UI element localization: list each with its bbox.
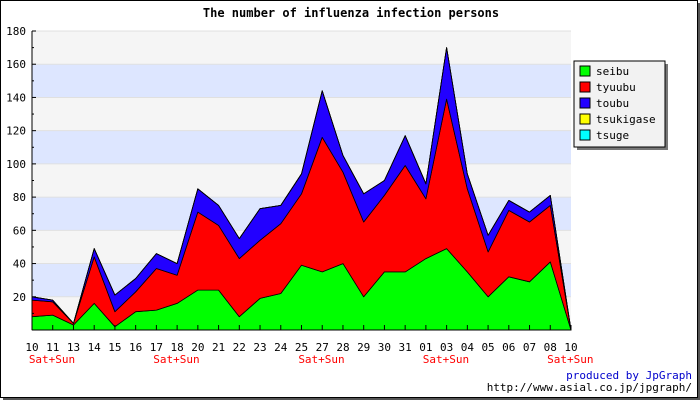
x-tick-label: 31 (399, 341, 412, 354)
x-tick-label: 05 (481, 341, 494, 354)
y-tick-label: 40 (13, 258, 26, 271)
y-tick-label: 100 (6, 158, 26, 171)
y-tick-label: 60 (13, 224, 26, 237)
x-tick-label: 11 (46, 341, 59, 354)
x-tick-label: 14 (88, 341, 102, 354)
legend-swatch-tyuubu (579, 81, 591, 93)
legend-label-tsukigase: tsukigase (596, 113, 656, 126)
x-tick-label: 15 (108, 341, 121, 354)
legend-swatch-seibu (579, 65, 591, 77)
x-tick-label: 30 (378, 341, 391, 354)
weekend-label: Sat+Sun (29, 353, 75, 366)
x-tick-label: 07 (523, 341, 536, 354)
x-tick-label: 21 (212, 341, 225, 354)
legend-label-tsuge: tsuge (596, 129, 629, 142)
x-tick-label: 06 (502, 341, 515, 354)
x-tick-label: 10 (564, 341, 577, 354)
y-tick-label: 180 (6, 25, 26, 38)
legend-label-seibu: seibu (596, 65, 629, 78)
x-tick-label: 13 (67, 341, 80, 354)
legend-swatch-tsukigase (579, 113, 591, 125)
x-tick-label: 29 (357, 341, 370, 354)
legend: seibu tyuubu toubu tsukigase tsuge (573, 60, 668, 150)
x-tick-label: 20 (191, 341, 204, 354)
jpgraph-url: http://www.asial.co.jp/jpgraph/ (487, 381, 692, 394)
legend-label-toubu: toubu (596, 97, 629, 110)
weekend-label: Sat+Sun (423, 353, 469, 366)
chart-title: The number of influenza infection person… (203, 6, 499, 20)
legend-label-tyuubu: tyuubu (596, 81, 636, 94)
x-tick-label: 25 (295, 341, 308, 354)
produced-by-text: produced by JpGraph (566, 369, 692, 382)
x-tick-label: 24 (274, 341, 288, 354)
weekend-label: Sat+Sun (298, 353, 344, 366)
weekend-label: Sat+Sun (547, 353, 593, 366)
x-tick-label: 16 (129, 341, 142, 354)
x-tick-label: 01 (419, 341, 432, 354)
x-tick-label: 03 (440, 341, 453, 354)
x-tick-label: 10 (25, 341, 38, 354)
legend-swatch-tsuge (579, 129, 591, 141)
grid-band (32, 31, 571, 65)
weekend-label: Sat+Sun (153, 353, 199, 366)
y-tick-label: 160 (6, 58, 26, 71)
grid-band (32, 64, 571, 98)
y-tick-label: 80 (13, 191, 26, 204)
stacked-areas (31, 47, 572, 331)
x-tick-label: 17 (150, 341, 163, 354)
x-tick-label: 28 (336, 341, 349, 354)
y-tick-label: 20 (13, 291, 26, 304)
x-tick-label: 22 (233, 341, 246, 354)
grid-band (32, 130, 571, 164)
x-tick-label: 04 (461, 341, 475, 354)
y-tick-label: 120 (6, 125, 26, 138)
x-tick-label: 27 (316, 341, 329, 354)
grid-band (32, 97, 571, 131)
x-tick-label: 18 (170, 341, 183, 354)
y-tick-label: 140 (6, 91, 26, 104)
legend-swatch-toubu (579, 97, 591, 109)
x-tick-label: 23 (253, 341, 266, 354)
x-tick-label: 08 (544, 341, 557, 354)
